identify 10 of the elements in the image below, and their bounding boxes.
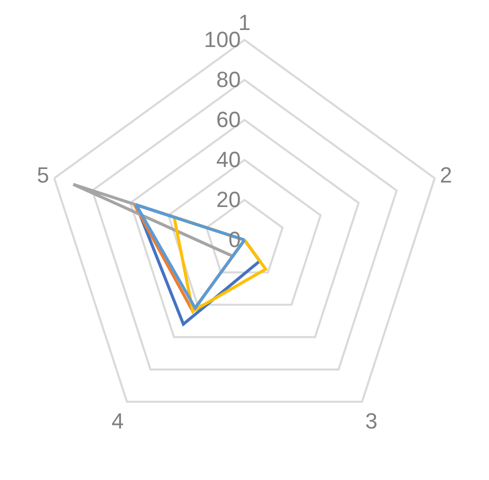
y-tick-label: 60 bbox=[216, 107, 241, 132]
y-tick-label: 20 bbox=[216, 187, 241, 212]
spoke-label: 4 bbox=[112, 408, 124, 434]
spoke-label: 5 bbox=[36, 162, 50, 188]
spoke-label: 2 bbox=[440, 162, 452, 188]
y-tick-label: 80 bbox=[216, 67, 241, 92]
y-tick-label: 100 bbox=[204, 27, 241, 52]
spoke-label: 1 bbox=[238, 10, 251, 36]
y-tick-label: 40 bbox=[216, 147, 241, 172]
spoke-label: 3 bbox=[365, 408, 378, 434]
